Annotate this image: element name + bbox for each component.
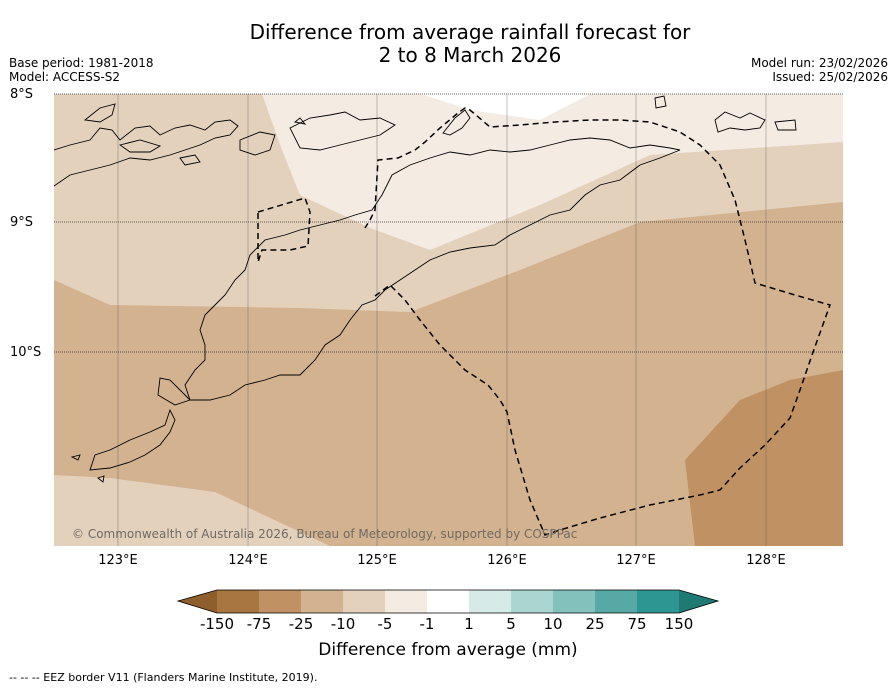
- colorbar-tick: 75: [627, 615, 647, 633]
- colorbar-tick: -5: [377, 615, 393, 633]
- island-outline: [179, 154, 201, 166]
- colorbar-segment: [385, 590, 427, 613]
- lon-label-124e: 124°E: [228, 553, 268, 568]
- island-alor-coast: [239, 131, 276, 156]
- colorbar-tick: 10: [543, 615, 563, 633]
- island-flores-coast: [54, 119, 239, 187]
- eez-legend-note: -- -- -- EEZ border V11 (Flanders Marine…: [9, 671, 318, 684]
- colorbar-segment: [427, 590, 469, 613]
- colorbar-under-arrow: [178, 590, 217, 613]
- island-outline: [83, 103, 116, 123]
- map-title-line2: 2 to 8 March 2026: [378, 43, 562, 67]
- copyright-notice: © Commonwealth of Australia 2026, Bureau…: [72, 527, 578, 541]
- colorbar-tick: 150: [664, 615, 694, 633]
- lat-label-10s: 10°S: [10, 345, 42, 360]
- rainfall-field: [54, 94, 843, 546]
- base-period: Base period: 1981-2018: [9, 56, 154, 70]
- island-outline: [293, 117, 307, 125]
- colorbar-segment: [217, 590, 259, 613]
- coastlines: [54, 95, 797, 483]
- model-name: Model: ACCESS-S2: [9, 70, 121, 84]
- colorbar-tick: -75: [246, 615, 272, 633]
- lat-label-9s: 9°S: [10, 215, 34, 230]
- island-outline: [97, 475, 105, 483]
- lon-label-125e: 125°E: [357, 553, 397, 568]
- lon-label-127e: 127°E: [616, 553, 656, 568]
- colorbar-over-arrow: [679, 590, 718, 613]
- colorbar-tick: -25: [288, 615, 314, 633]
- lon-label-126e: 126°E: [487, 553, 527, 568]
- colorbar-segment: [595, 590, 637, 613]
- colorbar-outline: [176, 589, 720, 614]
- field-band-neutral: [420, 94, 590, 120]
- island-outline: [654, 95, 667, 109]
- model-run: Model run: 23/02/2026: [750, 56, 888, 70]
- island-outline: [774, 119, 797, 131]
- colorbar-tick: 25: [585, 615, 605, 633]
- colorbar: [176, 589, 720, 614]
- issued-date: Issued: 25/02/2026: [772, 70, 888, 84]
- island-outline: [118, 139, 162, 153]
- island-wetar-coast: [289, 111, 396, 151]
- eez-border: [257, 107, 831, 536]
- colorbar-label: Difference from average (mm): [318, 640, 578, 660]
- colorbar-segment: [511, 590, 553, 613]
- lon-label-123e: 123°E: [98, 553, 138, 568]
- colorbar-tick: -10: [330, 615, 356, 633]
- colorbar-tick: 1: [464, 615, 474, 633]
- map-title-line1: Difference from average rainfall forecas…: [249, 20, 691, 44]
- lon-label-128e: 128°E: [746, 553, 786, 568]
- island-outline: [70, 454, 81, 461]
- island-outline: [714, 111, 766, 133]
- colorbar-segment: [469, 590, 511, 613]
- colorbar-segment: [637, 590, 679, 613]
- lat-label-8s: 8°S: [10, 87, 34, 102]
- eez-border-oecusse: [257, 197, 311, 263]
- colorbar-segment: [553, 590, 595, 613]
- colorbar-segment: [259, 590, 301, 613]
- colorbar-segment: [301, 590, 343, 613]
- field-band-minus5: [262, 94, 843, 250]
- island-rote-coast: [89, 408, 176, 471]
- colorbar-tick: -1: [419, 615, 435, 633]
- field-band-minus10-south: [54, 475, 330, 546]
- island-timor-coast: [157, 137, 681, 406]
- field-band-minus75: [685, 370, 843, 546]
- latitude-lines: [54, 93, 843, 353]
- island-outline: [442, 109, 471, 136]
- colorbar-tick: -150: [199, 615, 235, 633]
- colorbar-segment: [343, 590, 385, 613]
- colorbar-tick: 5: [506, 615, 516, 633]
